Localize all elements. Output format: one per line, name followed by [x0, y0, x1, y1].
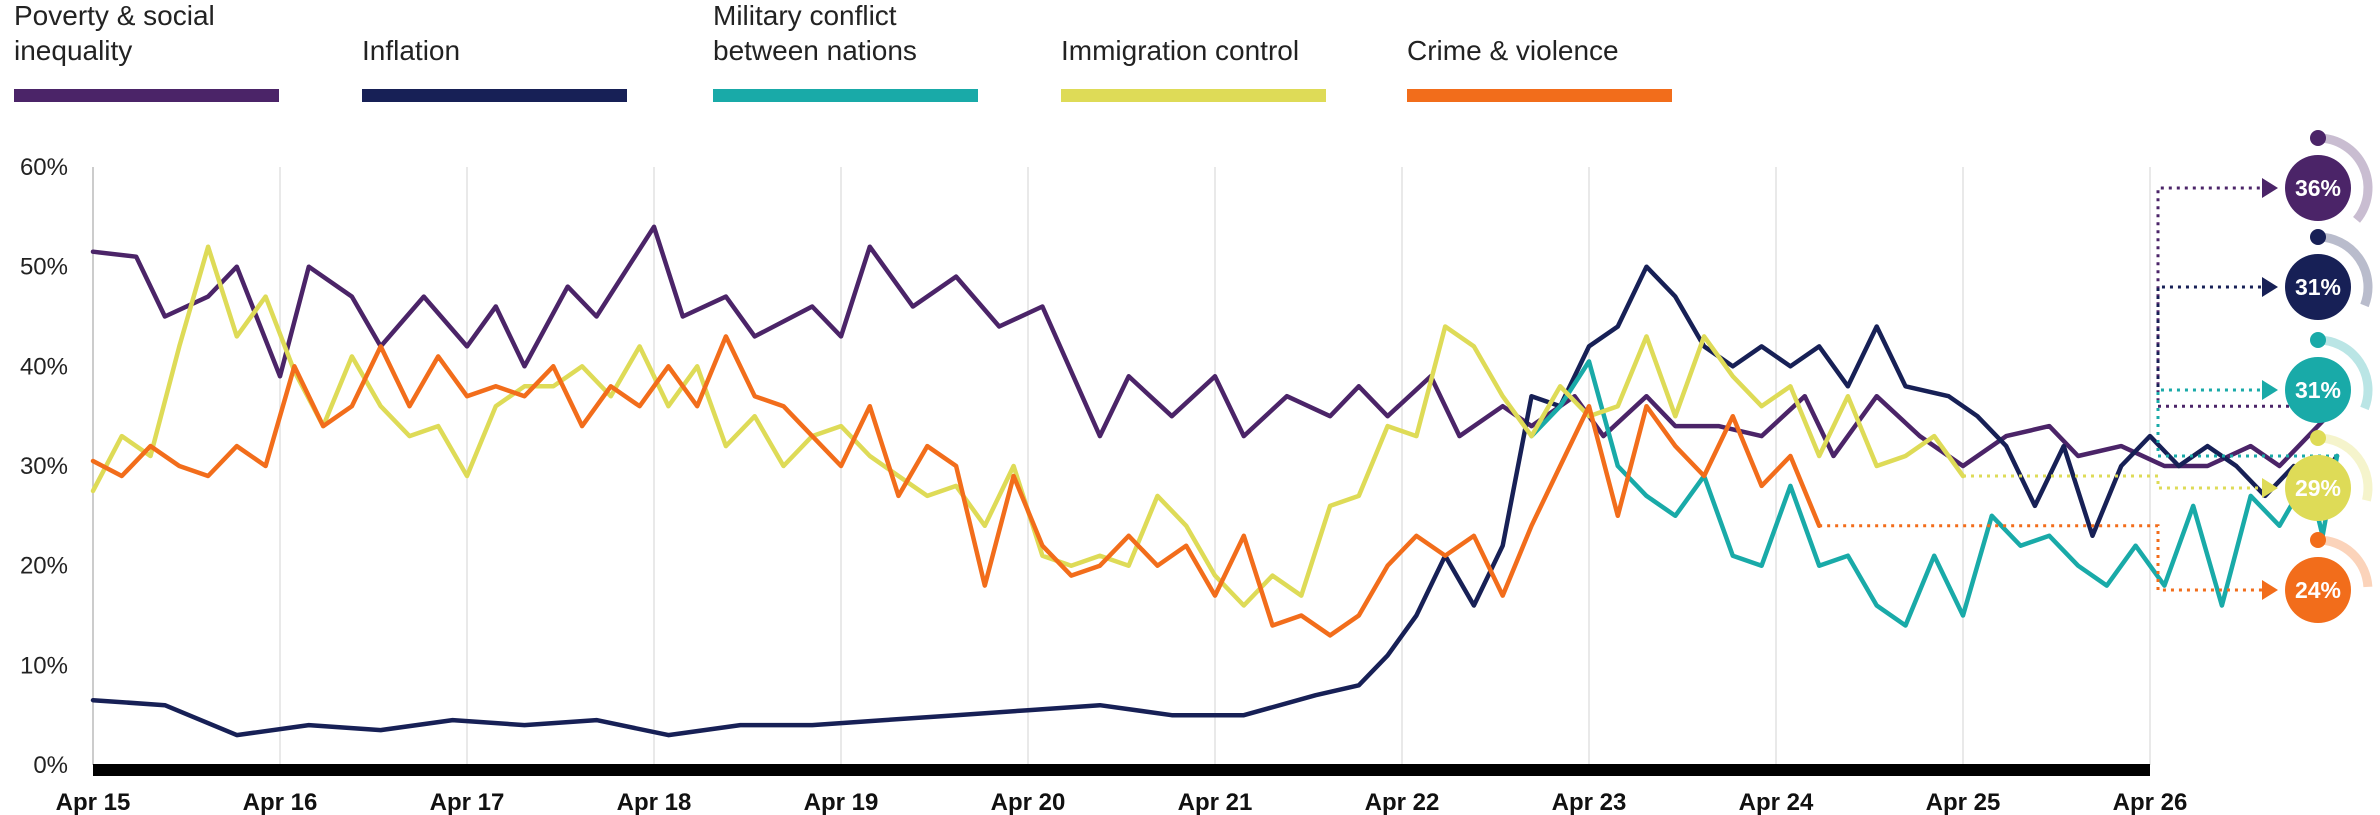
connector-arrowhead [2262, 478, 2278, 498]
legend-label: Crime & violence [1407, 35, 1619, 66]
badge-circle [2285, 155, 2351, 221]
legend-swatch [14, 89, 279, 102]
badge-progress-arc [2317, 232, 2373, 308]
series-line-4 [90, 334, 1822, 638]
x-tick-label: Apr 19 [804, 789, 879, 815]
x-tick-label: Apr 24 [1739, 789, 1814, 815]
connector-arrowhead [2262, 178, 2278, 198]
connector-arrowhead [2262, 277, 2278, 297]
badge-progress-arc [2317, 433, 2373, 502]
badge-value: 29% [2295, 475, 2341, 501]
x-tick-label: Apr 18 [617, 789, 692, 815]
badge-value: 36% [2295, 175, 2341, 201]
y-tick-label: 50% [20, 254, 68, 281]
legend-item-poverty[interactable]: Poverty & social inequality [14, 0, 284, 110]
badge-value: 31% [2295, 274, 2341, 300]
badge-circle [2285, 254, 2351, 320]
y-tick-label: 60% [20, 154, 68, 181]
series-line-1 [90, 264, 2340, 738]
y-tick-label: 10% [20, 652, 68, 679]
legend-swatch [362, 89, 627, 102]
x-tick-label: Apr 23 [1552, 789, 1627, 815]
y-tick-label: 40% [20, 353, 68, 380]
badge-arc-dot [2310, 430, 2326, 446]
badge-progress-arc [2317, 133, 2373, 223]
legend-swatch [1407, 89, 1672, 102]
legend-label: Inflation [362, 35, 461, 66]
connector-line [1963, 474, 2262, 490]
x-axis-bar [93, 764, 2150, 776]
x-tick-label: Apr 26 [2113, 789, 2188, 815]
badge-value: 31% [2295, 377, 2341, 403]
legend-label: Military conflict between nations [713, 0, 917, 66]
x-tick-label: Apr 21 [1178, 789, 1253, 815]
legend-swatch [1061, 89, 1326, 102]
badge-progress-arc [2317, 535, 2373, 588]
legend-label: Poverty & social inequality [14, 0, 215, 66]
x-tick-label: Apr 17 [430, 789, 505, 815]
badge-arc-dot [2310, 532, 2326, 548]
y-tick-label: 30% [20, 453, 68, 480]
badge-value: 24% [2295, 577, 2341, 603]
badge-progress-arc [2317, 335, 2373, 411]
badge-circle [2285, 357, 2351, 423]
series-line-0 [90, 224, 2340, 469]
x-tick-label: Apr 22 [1365, 789, 1440, 815]
legend-item-inflation[interactable]: Inflation [362, 0, 632, 110]
legend-item-military[interactable]: Military conflict between nations [713, 0, 983, 110]
badge-arc-dot [2310, 229, 2326, 245]
x-tick-label: Apr 20 [991, 789, 1066, 815]
connector-arrowhead [2262, 580, 2278, 600]
connector-line [2156, 388, 2337, 458]
badge-arc-dot [2310, 332, 2326, 348]
badge-circle [2285, 455, 2351, 521]
legend-item-crime[interactable]: Crime & violence [1407, 0, 1677, 110]
connector-line [1819, 524, 2262, 592]
legend-label: Immigration control [1061, 35, 1300, 66]
y-tick-label: 20% [20, 553, 68, 580]
badge-arc-dot [2310, 130, 2326, 146]
x-tick-label: Apr 25 [1926, 789, 2001, 815]
legend-item-immigration[interactable]: Immigration control [1061, 0, 1331, 110]
chart-legend: Poverty & social inequality Inflation Mi… [0, 0, 1700, 110]
badge-circle [2285, 557, 2351, 623]
series-line-2 [1529, 359, 2340, 628]
connector-arrowhead [2262, 380, 2278, 400]
x-tick-label: Apr 15 [56, 789, 131, 815]
legend-swatch [713, 89, 978, 102]
y-tick-label: 0% [33, 752, 68, 779]
x-tick-label: Apr 16 [243, 789, 318, 815]
